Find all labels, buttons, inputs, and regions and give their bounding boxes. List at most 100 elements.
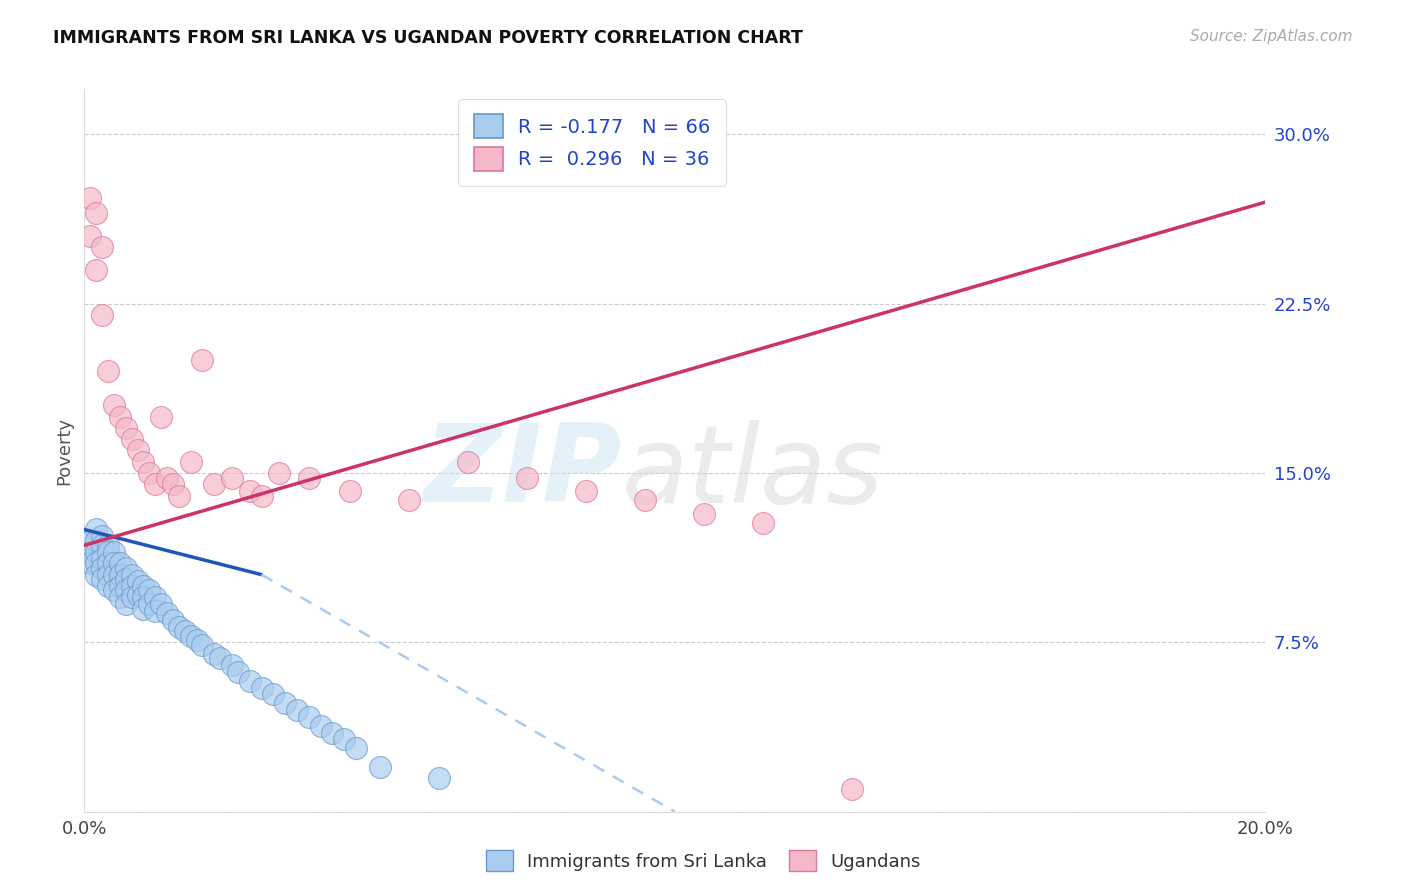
Point <box>150 597 173 611</box>
Point <box>143 591 166 605</box>
Point <box>841 782 863 797</box>
Point <box>108 557 131 571</box>
Point <box>138 583 160 598</box>
Point <box>121 591 143 605</box>
Point <box>132 455 155 469</box>
Point <box>191 353 214 368</box>
Point <box>333 732 356 747</box>
Text: ZIP: ZIP <box>423 419 621 525</box>
Point <box>575 484 598 499</box>
Point <box>103 557 125 571</box>
Text: atlas: atlas <box>621 419 883 524</box>
Point <box>132 579 155 593</box>
Point <box>103 583 125 598</box>
Legend: Immigrants from Sri Lanka, Ugandans: Immigrants from Sri Lanka, Ugandans <box>478 843 928 879</box>
Point <box>103 567 125 582</box>
Point <box>167 619 190 633</box>
Point <box>186 633 208 648</box>
Point <box>221 470 243 484</box>
Point <box>108 567 131 582</box>
Point <box>97 538 120 552</box>
Point <box>427 771 450 785</box>
Point <box>114 597 136 611</box>
Point <box>91 538 114 552</box>
Point <box>285 703 308 717</box>
Point <box>91 240 114 254</box>
Point <box>634 493 657 508</box>
Point <box>298 710 321 724</box>
Point <box>91 551 114 566</box>
Point <box>84 262 107 277</box>
Point <box>97 567 120 582</box>
Point <box>221 657 243 672</box>
Point <box>114 561 136 575</box>
Point <box>173 624 195 639</box>
Point <box>752 516 775 530</box>
Point <box>226 665 249 679</box>
Point <box>156 606 179 620</box>
Point <box>108 579 131 593</box>
Point <box>103 398 125 412</box>
Point <box>398 493 420 508</box>
Point <box>298 470 321 484</box>
Point <box>84 567 107 582</box>
Point <box>191 638 214 652</box>
Point <box>250 489 273 503</box>
Point <box>239 673 262 688</box>
Point <box>103 545 125 559</box>
Point <box>114 421 136 435</box>
Point <box>156 470 179 484</box>
Point <box>84 533 107 548</box>
Legend: R = -0.177   N = 66, R =  0.296   N = 36: R = -0.177 N = 66, R = 0.296 N = 36 <box>458 99 727 186</box>
Point <box>91 308 114 322</box>
Point <box>309 719 332 733</box>
Point <box>84 206 107 220</box>
Point <box>84 545 107 559</box>
Point <box>167 489 190 503</box>
Point <box>84 523 107 537</box>
Point <box>108 409 131 424</box>
Point <box>114 572 136 586</box>
Point <box>516 470 538 484</box>
Point <box>138 597 160 611</box>
Point <box>162 477 184 491</box>
Point <box>180 629 202 643</box>
Point <box>202 477 225 491</box>
Point <box>344 741 367 756</box>
Point <box>162 613 184 627</box>
Point <box>269 466 291 480</box>
Point <box>91 529 114 543</box>
Point <box>132 591 155 605</box>
Point <box>132 601 155 615</box>
Y-axis label: Poverty: Poverty <box>55 417 73 484</box>
Point <box>121 579 143 593</box>
Point <box>150 409 173 424</box>
Point <box>321 725 343 739</box>
Point <box>127 574 149 589</box>
Point <box>108 591 131 605</box>
Point <box>79 229 101 244</box>
Point <box>457 455 479 469</box>
Point <box>79 545 101 559</box>
Text: IMMIGRANTS FROM SRI LANKA VS UGANDAN POVERTY CORRELATION CHART: IMMIGRANTS FROM SRI LANKA VS UGANDAN POV… <box>53 29 803 46</box>
Point <box>79 557 101 571</box>
Point <box>202 647 225 661</box>
Point <box>79 533 101 548</box>
Point <box>97 364 120 378</box>
Point <box>143 477 166 491</box>
Point <box>274 696 297 710</box>
Point <box>91 561 114 575</box>
Point <box>97 579 120 593</box>
Point <box>138 466 160 480</box>
Text: Source: ZipAtlas.com: Source: ZipAtlas.com <box>1189 29 1353 44</box>
Point <box>209 651 232 665</box>
Point <box>368 759 391 773</box>
Point <box>91 572 114 586</box>
Point <box>97 557 120 571</box>
Point <box>250 681 273 695</box>
Point <box>121 432 143 446</box>
Point <box>84 557 107 571</box>
Point <box>262 687 284 701</box>
Point <box>127 588 149 602</box>
Point <box>114 583 136 598</box>
